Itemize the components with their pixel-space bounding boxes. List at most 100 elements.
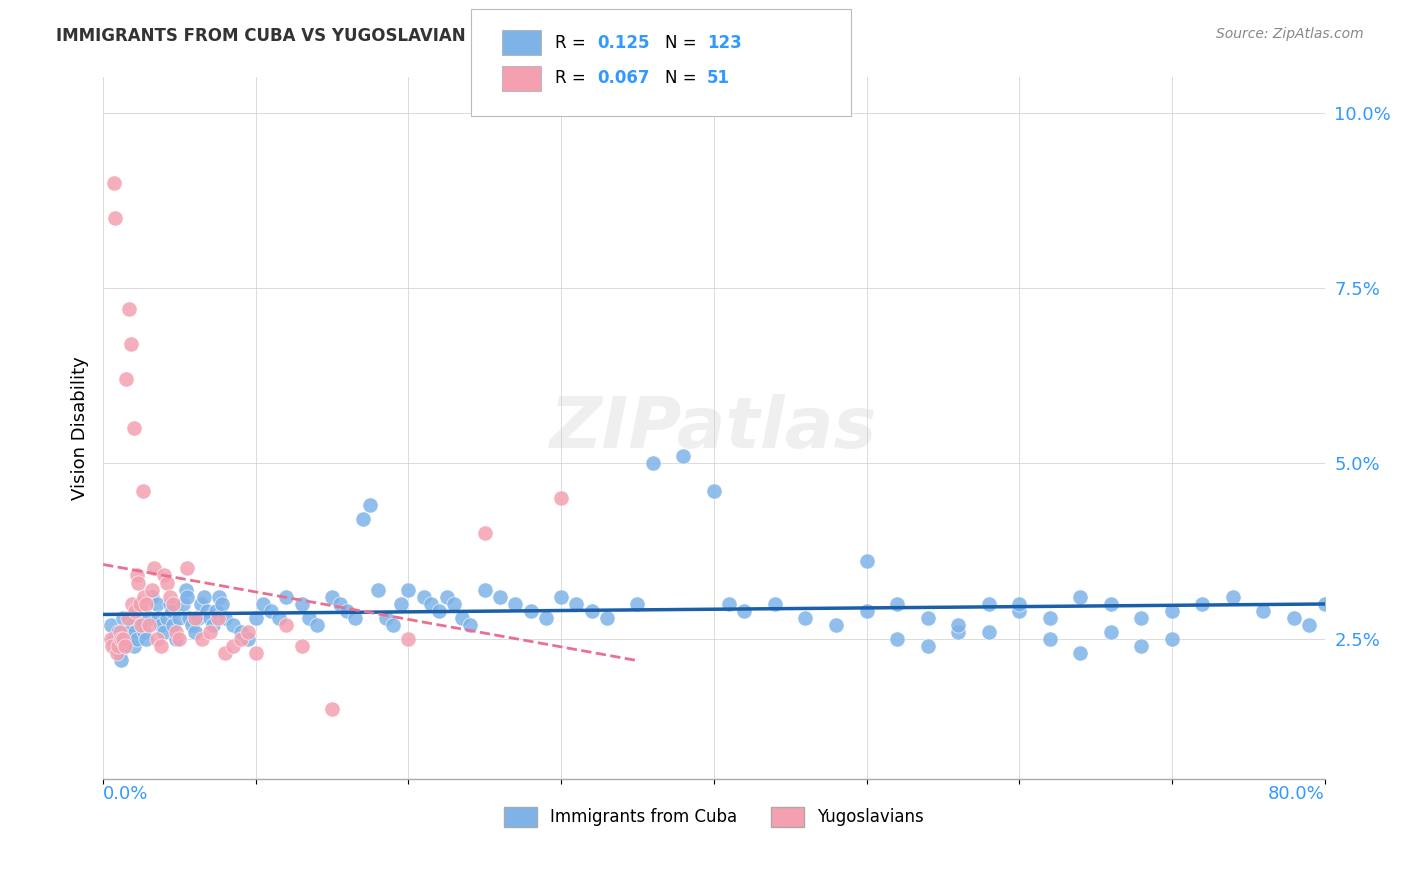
Point — [420, 597, 443, 611]
Point — [458, 617, 481, 632]
Text: ZIPatlas: ZIPatlas — [550, 393, 877, 463]
Text: N =: N = — [665, 34, 702, 52]
Point — [344, 610, 367, 624]
Point — [176, 561, 198, 575]
Point — [855, 603, 877, 617]
Point — [100, 617, 122, 632]
Point — [581, 603, 603, 617]
Point — [550, 590, 572, 604]
Point — [489, 590, 512, 604]
Point — [374, 610, 396, 624]
Point — [117, 610, 139, 624]
Point — [626, 597, 648, 611]
Point — [174, 582, 197, 597]
Point — [550, 491, 572, 506]
Point — [238, 632, 260, 646]
Point — [124, 624, 146, 639]
Point — [214, 610, 236, 624]
Point — [1130, 610, 1153, 624]
Point — [172, 597, 194, 611]
Point — [153, 624, 176, 639]
Point — [184, 624, 207, 639]
Point — [329, 597, 352, 611]
Point — [115, 372, 138, 386]
Point — [125, 568, 148, 582]
Point — [134, 624, 156, 639]
Point — [1313, 597, 1336, 611]
Point — [291, 639, 314, 653]
Point — [672, 449, 695, 463]
Text: 0.067: 0.067 — [598, 70, 650, 87]
Point — [1008, 603, 1031, 617]
Point — [120, 337, 142, 351]
Point — [121, 597, 143, 611]
Point — [177, 610, 200, 624]
Point — [165, 632, 187, 646]
Point — [1282, 610, 1305, 624]
Text: 0.0%: 0.0% — [103, 785, 149, 803]
Point — [389, 597, 412, 611]
Point — [150, 639, 173, 653]
Point — [198, 610, 221, 624]
Point — [214, 646, 236, 660]
Point — [134, 590, 156, 604]
Point — [367, 582, 389, 597]
Point — [101, 639, 124, 653]
Text: 123: 123 — [707, 34, 742, 52]
Point — [107, 624, 129, 639]
Point — [207, 610, 229, 624]
Point — [127, 575, 149, 590]
Point — [190, 597, 212, 611]
Point — [321, 702, 343, 716]
Point — [1069, 646, 1091, 660]
Point — [115, 639, 138, 653]
Point — [252, 597, 274, 611]
Point — [180, 617, 202, 632]
Point — [162, 597, 184, 611]
Point — [276, 617, 298, 632]
Point — [886, 632, 908, 646]
Point — [110, 653, 132, 667]
Point — [825, 617, 848, 632]
Point — [398, 582, 420, 597]
Point — [436, 590, 458, 604]
Point — [1130, 639, 1153, 653]
Point — [291, 597, 314, 611]
Text: R =: R = — [555, 34, 592, 52]
Point — [917, 610, 939, 624]
Point — [1253, 603, 1275, 617]
Point — [1099, 597, 1122, 611]
Point — [195, 603, 218, 617]
Point — [162, 617, 184, 632]
Point — [718, 597, 741, 611]
Point — [198, 624, 221, 639]
Point — [122, 639, 145, 653]
Point — [1069, 590, 1091, 604]
Point — [169, 632, 191, 646]
Point — [917, 639, 939, 653]
Point — [238, 624, 260, 639]
Point — [505, 597, 527, 611]
Point — [114, 632, 136, 646]
Point — [150, 617, 173, 632]
Point — [205, 603, 228, 617]
Point — [398, 632, 420, 646]
Point — [763, 597, 786, 611]
Point — [260, 603, 283, 617]
Point — [1008, 597, 1031, 611]
Point — [141, 590, 163, 604]
Point — [321, 590, 343, 604]
Point — [120, 632, 142, 646]
Point — [135, 597, 157, 611]
Point — [129, 617, 152, 632]
Point — [519, 603, 541, 617]
Point — [222, 639, 245, 653]
Point — [104, 211, 127, 225]
Point — [191, 632, 214, 646]
Point — [208, 590, 231, 604]
Point — [187, 610, 209, 624]
Point — [105, 646, 128, 660]
Point — [565, 597, 588, 611]
Point — [1099, 624, 1122, 639]
Point — [794, 610, 817, 624]
